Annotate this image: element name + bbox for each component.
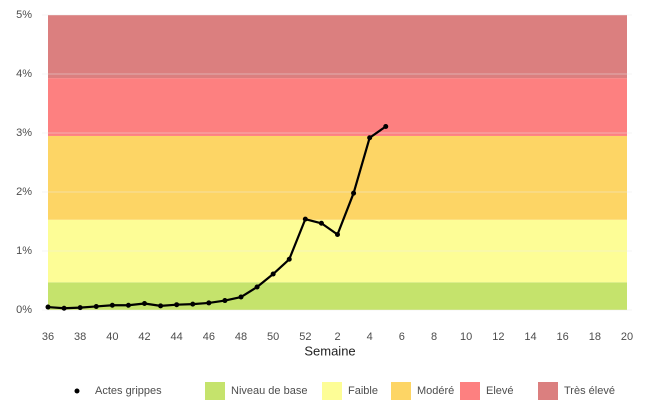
x-tick-label: 6 — [399, 331, 405, 343]
x-axis-label: Semaine — [304, 343, 355, 358]
x-tick-label: 2 — [334, 331, 340, 343]
data-point — [190, 301, 196, 307]
y-tick-label: 2% — [16, 186, 32, 198]
data-point — [302, 216, 308, 222]
data-point — [125, 302, 131, 308]
x-tick-label: 14 — [524, 331, 536, 343]
legend-label: Niveau de base — [231, 385, 307, 397]
data-point — [351, 190, 357, 196]
data-point — [142, 301, 147, 307]
x-tick-label: 12 — [492, 331, 504, 343]
y-tick-label: 3% — [16, 127, 32, 139]
zone-band — [48, 282, 627, 310]
data-point — [335, 231, 340, 237]
data-point — [238, 294, 244, 300]
y-tick-label: 4% — [16, 68, 32, 80]
legend-swatch — [391, 382, 411, 400]
data-point — [158, 303, 164, 309]
y-tick-label: 0% — [16, 304, 32, 316]
x-tick-label: 38 — [74, 331, 86, 343]
x-tick-label: 50 — [267, 331, 279, 343]
data-point — [383, 124, 389, 130]
legend-marker — [74, 388, 80, 394]
data-point — [206, 300, 212, 306]
zone-band — [48, 135, 627, 220]
legend-swatch — [322, 382, 342, 400]
x-tick-label: 48 — [235, 331, 247, 343]
data-point — [109, 302, 115, 308]
x-tick-label: 46 — [203, 331, 215, 343]
data-point — [367, 135, 373, 141]
data-point — [270, 271, 276, 277]
zone-band — [48, 78, 627, 136]
legend-label: Faible — [348, 385, 378, 397]
data-point — [61, 305, 67, 311]
legend-label: Très élevé — [564, 385, 615, 397]
x-tick-label: 16 — [557, 331, 569, 343]
data-point — [77, 305, 83, 311]
x-tick-label: 18 — [589, 331, 601, 343]
data-point — [45, 304, 51, 310]
data-point — [222, 298, 228, 304]
legend-swatch — [538, 382, 558, 400]
y-tick-label: 1% — [16, 245, 32, 257]
data-point — [254, 284, 260, 290]
data-point — [286, 256, 292, 262]
x-tick-label: 8 — [431, 331, 437, 343]
x-tick-label: 4 — [367, 331, 373, 343]
legend-swatch — [460, 382, 480, 400]
y-tick-label: 5% — [16, 9, 32, 21]
x-tick-label: 10 — [460, 331, 472, 343]
legend-label: Elevé — [486, 385, 514, 397]
x-tick-label: 44 — [171, 331, 183, 343]
series-line — [47, 125, 387, 310]
data-point — [318, 220, 324, 226]
data-point — [93, 303, 99, 309]
x-tick-label: 20 — [621, 331, 633, 343]
x-tick-label: 40 — [106, 331, 118, 343]
zone-band — [48, 15, 627, 79]
x-tick-label: 42 — [138, 331, 150, 343]
legend-label: Modéré — [417, 385, 454, 397]
x-tick-label: 52 — [299, 331, 311, 343]
x-tick-label: 36 — [42, 331, 54, 343]
legend-label: Actes grippes — [95, 385, 162, 397]
legend-swatch — [205, 382, 225, 400]
data-point — [174, 302, 180, 308]
